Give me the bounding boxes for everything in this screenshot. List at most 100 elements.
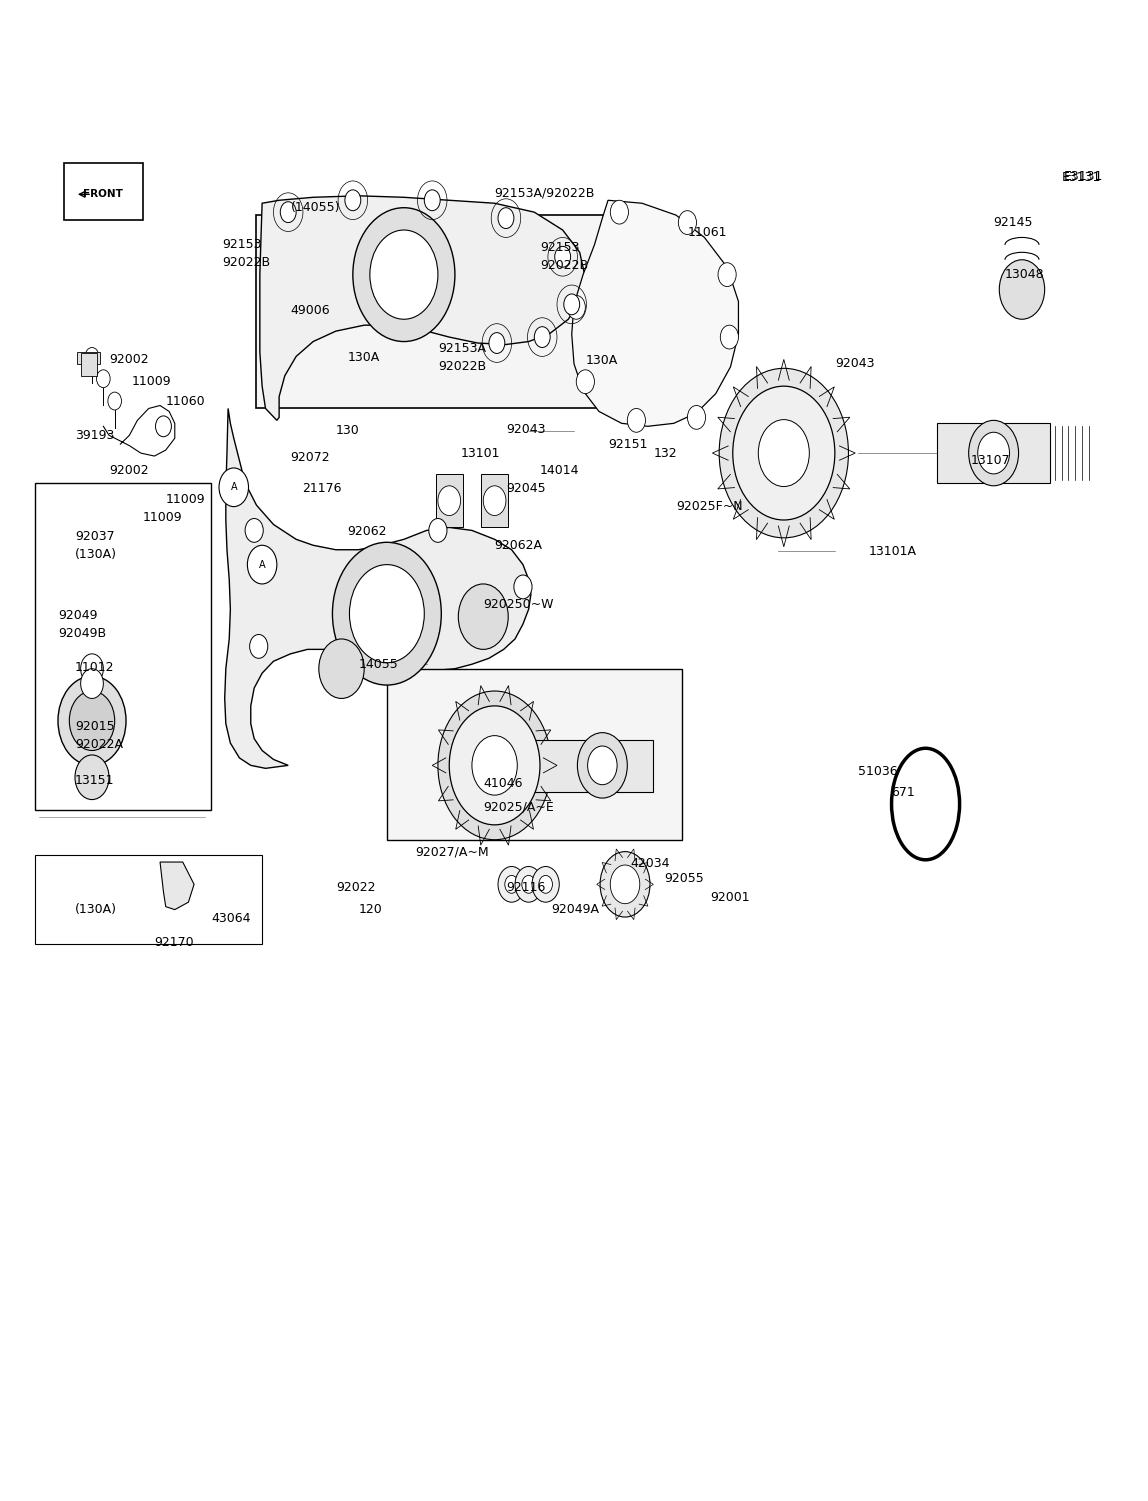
Text: 120: 120 [358, 904, 382, 916]
Text: 92153A/92022B: 92153A/92022B [495, 186, 595, 200]
Polygon shape [259, 195, 585, 420]
Text: 92151: 92151 [608, 438, 647, 450]
Text: 41046: 41046 [483, 776, 522, 790]
Text: 92055: 92055 [665, 872, 705, 886]
Text: 92072: 92072 [290, 450, 331, 464]
Text: (130A): (130A) [75, 548, 117, 561]
Bar [387, 669, 682, 839]
Bar [435, 474, 463, 527]
Circle shape [437, 690, 551, 839]
Text: 43064: 43064 [211, 913, 250, 925]
Text: 11060: 11060 [165, 395, 205, 408]
Text: 92116: 92116 [506, 881, 545, 893]
Circle shape [534, 327, 550, 348]
Circle shape [759, 420, 809, 486]
Circle shape [532, 866, 559, 902]
Circle shape [567, 296, 585, 320]
Text: 92002: 92002 [109, 353, 148, 366]
Text: 671: 671 [892, 785, 915, 799]
Circle shape [732, 386, 835, 519]
Bar [481, 474, 509, 527]
Text: 92025/A~E: 92025/A~E [483, 800, 554, 814]
Circle shape [437, 486, 460, 515]
Circle shape [69, 690, 115, 750]
Bar [77, 351, 100, 363]
Circle shape [611, 865, 639, 904]
Bar [937, 423, 1050, 483]
Text: 11061: 11061 [688, 227, 727, 240]
Polygon shape [225, 408, 530, 769]
Text: 42034: 42034 [630, 857, 670, 871]
Text: 13101A: 13101A [869, 545, 917, 558]
Text: 132: 132 [653, 447, 677, 459]
Text: 92049A: 92049A [551, 904, 599, 916]
Circle shape [505, 875, 519, 893]
Circle shape [59, 675, 126, 766]
Circle shape [108, 392, 122, 410]
Circle shape [522, 875, 535, 893]
Circle shape [449, 705, 540, 826]
Text: 92043: 92043 [506, 423, 545, 435]
Text: 92062A: 92062A [495, 539, 543, 552]
Text: 92022B: 92022B [437, 360, 486, 374]
Circle shape [978, 432, 1009, 474]
Text: (130A): (130A) [75, 904, 117, 916]
Circle shape [554, 246, 571, 267]
Text: 92049: 92049 [59, 609, 98, 621]
Circle shape [370, 230, 437, 320]
Bar [80, 353, 96, 375]
Text: 14055: 14055 [358, 657, 398, 671]
Circle shape [249, 635, 267, 659]
Text: 14014: 14014 [540, 464, 580, 477]
Bar [36, 854, 262, 944]
Text: TEAM
MOTORPARTS: TEAM MOTORPARTS [435, 536, 713, 609]
Text: 130: 130 [336, 425, 359, 437]
Circle shape [425, 189, 440, 210]
Text: 92027/A~M: 92027/A~M [416, 845, 489, 859]
Text: 11012: 11012 [75, 660, 115, 674]
Text: E3131: E3131 [1064, 170, 1103, 183]
Bar [528, 740, 653, 793]
Circle shape [458, 584, 509, 650]
Circle shape [489, 333, 505, 353]
Text: 51036: 51036 [858, 766, 897, 778]
Text: 92015: 92015 [75, 720, 115, 732]
Text: 92001: 92001 [711, 892, 750, 904]
Text: FRONT: FRONT [84, 189, 123, 200]
Circle shape [352, 207, 455, 342]
Text: 92153: 92153 [223, 239, 262, 251]
Circle shape [219, 468, 248, 507]
Text: 11009: 11009 [144, 510, 183, 524]
Circle shape [515, 866, 542, 902]
Text: 130A: 130A [347, 351, 380, 365]
Text: 92025F~N: 92025F~N [676, 500, 743, 513]
Polygon shape [572, 200, 738, 426]
Text: 92002: 92002 [109, 464, 148, 477]
Text: 13151: 13151 [75, 773, 115, 787]
Circle shape [472, 735, 518, 796]
Circle shape [80, 654, 103, 683]
Text: 13101: 13101 [460, 447, 501, 459]
Circle shape [600, 851, 650, 917]
Text: 92043: 92043 [835, 357, 875, 371]
Text: 92049B: 92049B [59, 626, 106, 639]
Circle shape [538, 875, 552, 893]
Circle shape [611, 200, 628, 224]
Circle shape [80, 669, 103, 698]
Circle shape [247, 545, 277, 584]
Circle shape [349, 564, 425, 663]
Text: 920250~W: 920250~W [483, 599, 553, 611]
Text: 11009: 11009 [132, 375, 171, 389]
Circle shape [718, 263, 736, 287]
Text: 11009: 11009 [165, 492, 205, 506]
Polygon shape [160, 862, 194, 910]
Text: 92037: 92037 [75, 530, 115, 543]
Circle shape [319, 639, 364, 698]
Circle shape [85, 348, 99, 365]
Circle shape [344, 189, 360, 210]
Text: 13107: 13107 [971, 453, 1010, 467]
Bar [36, 483, 211, 811]
Text: 92153A: 92153A [437, 342, 486, 356]
Circle shape [514, 575, 532, 599]
Circle shape [564, 294, 580, 315]
